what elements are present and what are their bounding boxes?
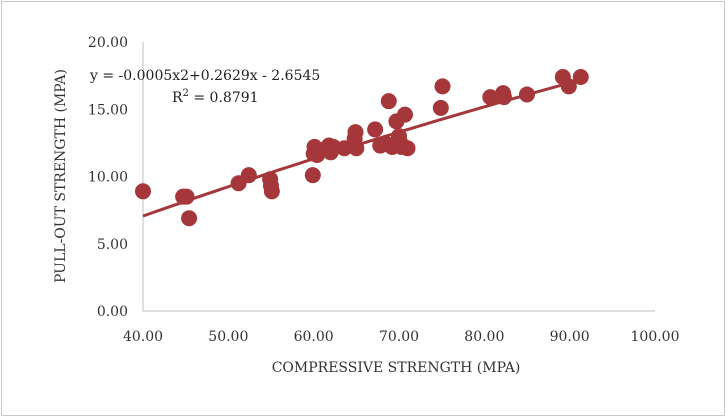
data-point (347, 124, 364, 141)
data-point (178, 188, 195, 205)
x-tick-label: 90.00 (550, 329, 590, 345)
data-points (135, 68, 589, 227)
data-point (396, 106, 413, 123)
data-point (519, 86, 535, 103)
trendline-equation: y = -0.0005x2+0.2629x - 2.6545 (89, 68, 320, 84)
data-point (336, 140, 353, 157)
y-tick-label: 20.00 (88, 35, 128, 51)
x-tick-label: 50.00 (208, 329, 248, 345)
data-point (399, 140, 416, 157)
data-point (495, 89, 512, 106)
data-point (434, 78, 451, 95)
data-point (560, 78, 577, 95)
y-tick-label: 15.00 (88, 102, 128, 118)
y-axis-title: PULL-OUT STRENGTH (MPA) (53, 69, 69, 283)
data-point (432, 99, 449, 116)
data-point (304, 167, 321, 184)
data-point (572, 68, 589, 85)
y-axis-ticks: 0.00 5.00 10.00 15.00 20.00 (88, 35, 128, 320)
x-tick-label: 70.00 (379, 329, 419, 345)
data-point (240, 167, 257, 184)
data-point (135, 183, 151, 200)
data-point (367, 121, 384, 138)
data-point (181, 210, 198, 227)
x-tick-label: 100.00 (631, 329, 680, 345)
y-tick-label: 0.00 (97, 304, 128, 320)
x-axis-ticks: 40.00 50.00 60.00 70.00 80.00 90.00 100.00 (123, 329, 680, 345)
y-tick-label: 5.00 (97, 237, 128, 253)
x-tick-label: 40.00 (123, 329, 163, 345)
data-point (263, 183, 280, 200)
y-tick-label: 10.00 (88, 170, 128, 186)
x-tick-label: 60.00 (294, 329, 334, 345)
data-point (348, 140, 365, 157)
data-point (482, 89, 499, 106)
trendline-r-squared: R2 = 0.8791 (172, 88, 259, 106)
data-point (380, 93, 397, 110)
x-axis-title: COMPRESSIVE STRENGTH (MPA) (272, 360, 521, 376)
x-tick-label: 80.00 (464, 329, 504, 345)
